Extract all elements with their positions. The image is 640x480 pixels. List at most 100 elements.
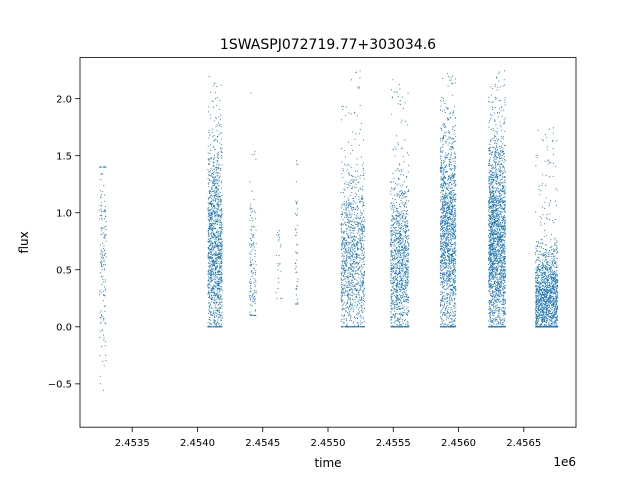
data-point [396, 307, 398, 309]
data-point [340, 299, 343, 301]
data-point [220, 245, 222, 247]
data-point [408, 310, 410, 312]
data-point [216, 251, 218, 253]
data-point [361, 228, 363, 230]
data-point [214, 304, 216, 306]
data-point [400, 289, 402, 291]
data-point [390, 312, 392, 314]
data-point [403, 309, 405, 311]
data-point [455, 117, 457, 119]
data-point [455, 242, 457, 244]
data-point [403, 284, 405, 286]
data-point [402, 263, 404, 265]
data-point [217, 232, 219, 234]
data-point [363, 235, 365, 237]
data-point [395, 234, 397, 236]
data-point [359, 278, 361, 280]
data-point [397, 213, 399, 215]
data-point [446, 252, 448, 254]
data-point [209, 161, 211, 163]
data-point [343, 318, 345, 320]
data-point [102, 210, 104, 212]
data-point [102, 258, 104, 260]
data-point [221, 280, 223, 282]
data-point [391, 220, 393, 222]
data-point [221, 242, 223, 244]
data-point [363, 321, 365, 323]
data-point [400, 256, 402, 258]
data-point [363, 210, 365, 212]
data-point [220, 201, 222, 203]
data-point [447, 308, 449, 310]
data-point [217, 208, 219, 210]
data-point [219, 230, 222, 232]
data-point [445, 313, 447, 315]
data-point [397, 178, 399, 180]
data-point [361, 233, 363, 235]
data-point [454, 225, 456, 227]
data-point [213, 311, 215, 313]
data-point [439, 269, 441, 271]
data-point [394, 267, 396, 269]
data-point [220, 114, 222, 116]
data-point [209, 250, 211, 252]
data-point [449, 158, 451, 161]
data-point [391, 277, 393, 279]
data-point [213, 277, 215, 279]
data-point [346, 277, 348, 279]
data-point [213, 195, 215, 197]
data-point [448, 177, 450, 179]
data-point [405, 300, 407, 302]
data-point [406, 209, 409, 212]
data-point [212, 264, 214, 266]
data-point [208, 213, 210, 215]
data-point [448, 248, 450, 250]
data-point [441, 320, 443, 322]
data-point [208, 190, 210, 192]
data-point [395, 214, 398, 216]
data-point [355, 202, 357, 204]
data-point [349, 320, 351, 322]
data-point [361, 255, 363, 257]
data-point [393, 177, 395, 179]
data-point [103, 226, 105, 228]
data-point [354, 227, 356, 229]
data-point [406, 324, 408, 326]
data-point [345, 249, 347, 251]
data-point [402, 268, 404, 270]
data-point [390, 255, 392, 257]
data-point [249, 298, 251, 300]
data-point [358, 198, 360, 200]
data-point [444, 238, 446, 240]
data-point [102, 265, 104, 268]
data-point [362, 311, 364, 313]
data-point [213, 176, 215, 178]
data-point [350, 318, 352, 320]
data-point [295, 200, 297, 202]
data-point [401, 261, 403, 263]
data-point [397, 307, 399, 309]
data-point [296, 163, 298, 165]
data-point [356, 326, 358, 328]
data-point [449, 226, 451, 228]
data-point [403, 312, 405, 314]
data-point [401, 288, 403, 290]
data-point [209, 296, 211, 298]
data-point [363, 139, 365, 141]
data-point [296, 232, 298, 234]
data-point [211, 218, 213, 220]
data-point [103, 365, 105, 367]
data-point [347, 293, 349, 295]
data-point [361, 195, 363, 197]
data-point [407, 249, 409, 251]
data-point [220, 126, 222, 128]
data-point [219, 325, 221, 327]
data-point [342, 168, 344, 170]
data-point [213, 214, 215, 216]
data-point [221, 316, 223, 318]
data-point [391, 188, 393, 190]
data-point [211, 211, 213, 213]
data-point [396, 274, 398, 276]
data-point [348, 314, 350, 316]
data-point [347, 228, 349, 230]
